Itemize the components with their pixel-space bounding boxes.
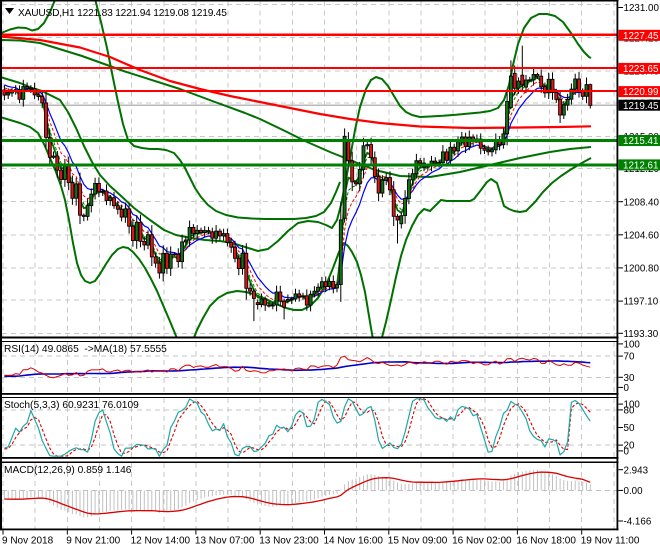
svg-text:9 Nov 21:00: 9 Nov 21:00	[66, 536, 120, 547]
svg-text:80: 80	[624, 406, 635, 417]
svg-text:0: 0	[624, 383, 630, 394]
svg-text:70: 70	[624, 352, 635, 363]
svg-text:Stoch(5,3,3) 60.9231 76.0109: Stoch(5,3,3) 60.9231 76.0109	[4, 400, 139, 411]
svg-text:100: 100	[624, 400, 641, 411]
svg-text:15 Nov 09:00: 15 Nov 09:00	[388, 536, 448, 547]
svg-text:1219.45: 1219.45	[623, 101, 659, 112]
svg-text:1220.99: 1220.99	[623, 87, 658, 98]
svg-text:1223.65: 1223.65	[623, 64, 659, 75]
svg-text:9 Nov 2018: 9 Nov 2018	[2, 536, 54, 547]
svg-text:1208.40: 1208.40	[624, 197, 660, 208]
svg-text:16 Nov 18:00: 16 Nov 18:00	[516, 536, 576, 547]
svg-text:1227.45: 1227.45	[623, 31, 659, 42]
svg-text:RSI(14) 49.0865 ->MA(18) 57.5: RSI(14) 49.0865 ->MA(18) 57.5555	[4, 344, 167, 355]
svg-text:100: 100	[624, 340, 641, 351]
svg-text:MACD(12,26,9) 0.859 1.146: MACD(12,26,9) 0.859 1.146	[4, 465, 132, 476]
svg-text:12 Nov 14:00: 12 Nov 14:00	[131, 536, 191, 547]
svg-text:1197.10: 1197.10	[624, 297, 659, 308]
svg-text:14 Nov 16:00: 14 Nov 16:00	[324, 536, 384, 547]
svg-text:0.00: 0.00	[624, 486, 644, 497]
svg-text:16 Nov 02:00: 16 Nov 02:00	[452, 536, 512, 547]
svg-text:1231.00: 1231.00	[624, 3, 660, 14]
svg-text:30: 30	[624, 373, 635, 384]
svg-text:1204.60: 1204.60	[624, 230, 660, 241]
svg-text:1193.30: 1193.30	[624, 329, 659, 340]
svg-text:13 Nov 07:00: 13 Nov 07:00	[195, 536, 255, 547]
svg-text:-4.166: -4.166	[624, 517, 652, 528]
svg-text:20: 20	[624, 441, 635, 452]
svg-text:XAUUSD,H1 1221.83 1221.94 1219: XAUUSD,H1 1221.83 1221.94 1219.08 1219.4…	[18, 8, 227, 19]
svg-text:1212.61: 1212.61	[623, 161, 658, 172]
svg-text:19 Nov 11:00: 19 Nov 11:00	[581, 536, 640, 547]
svg-text:2.943: 2.943	[624, 465, 649, 476]
svg-text:50: 50	[624, 423, 635, 434]
svg-text:0: 0	[624, 447, 630, 458]
svg-text:1200.80: 1200.80	[624, 264, 660, 275]
svg-text:13 Nov 23:00: 13 Nov 23:00	[259, 536, 319, 547]
svg-text:1215.41: 1215.41	[623, 136, 658, 147]
